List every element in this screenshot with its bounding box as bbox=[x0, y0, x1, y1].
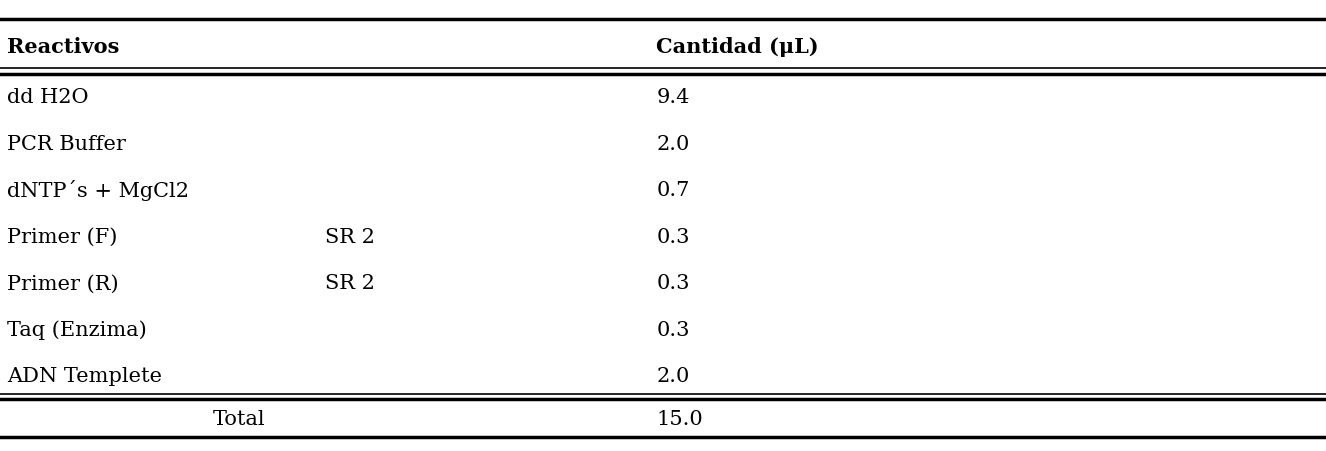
Text: Taq (Enzima): Taq (Enzima) bbox=[7, 320, 146, 339]
Text: 0.3: 0.3 bbox=[656, 320, 690, 339]
Text: 2.0: 2.0 bbox=[656, 367, 690, 386]
Text: Reactivos: Reactivos bbox=[7, 37, 119, 57]
Text: dd H2O: dd H2O bbox=[7, 88, 88, 107]
Text: Primer (F): Primer (F) bbox=[7, 227, 117, 246]
Text: 9.4: 9.4 bbox=[656, 88, 690, 107]
Text: Cantidad (μL): Cantidad (μL) bbox=[656, 37, 819, 57]
Text: 0.7: 0.7 bbox=[656, 181, 690, 200]
Text: SR 2: SR 2 bbox=[325, 227, 375, 246]
Text: SR 2: SR 2 bbox=[325, 274, 375, 293]
Text: dNTP´s + MgCl2: dNTP´s + MgCl2 bbox=[7, 180, 188, 201]
Text: Primer (R): Primer (R) bbox=[7, 274, 118, 293]
Text: ADN Templete: ADN Templete bbox=[7, 367, 162, 386]
Text: 0.3: 0.3 bbox=[656, 274, 690, 293]
Text: 0.3: 0.3 bbox=[656, 227, 690, 246]
Text: 15.0: 15.0 bbox=[656, 409, 703, 428]
Text: PCR Buffer: PCR Buffer bbox=[7, 134, 126, 153]
Text: Total: Total bbox=[212, 409, 265, 428]
Text: 2.0: 2.0 bbox=[656, 134, 690, 153]
